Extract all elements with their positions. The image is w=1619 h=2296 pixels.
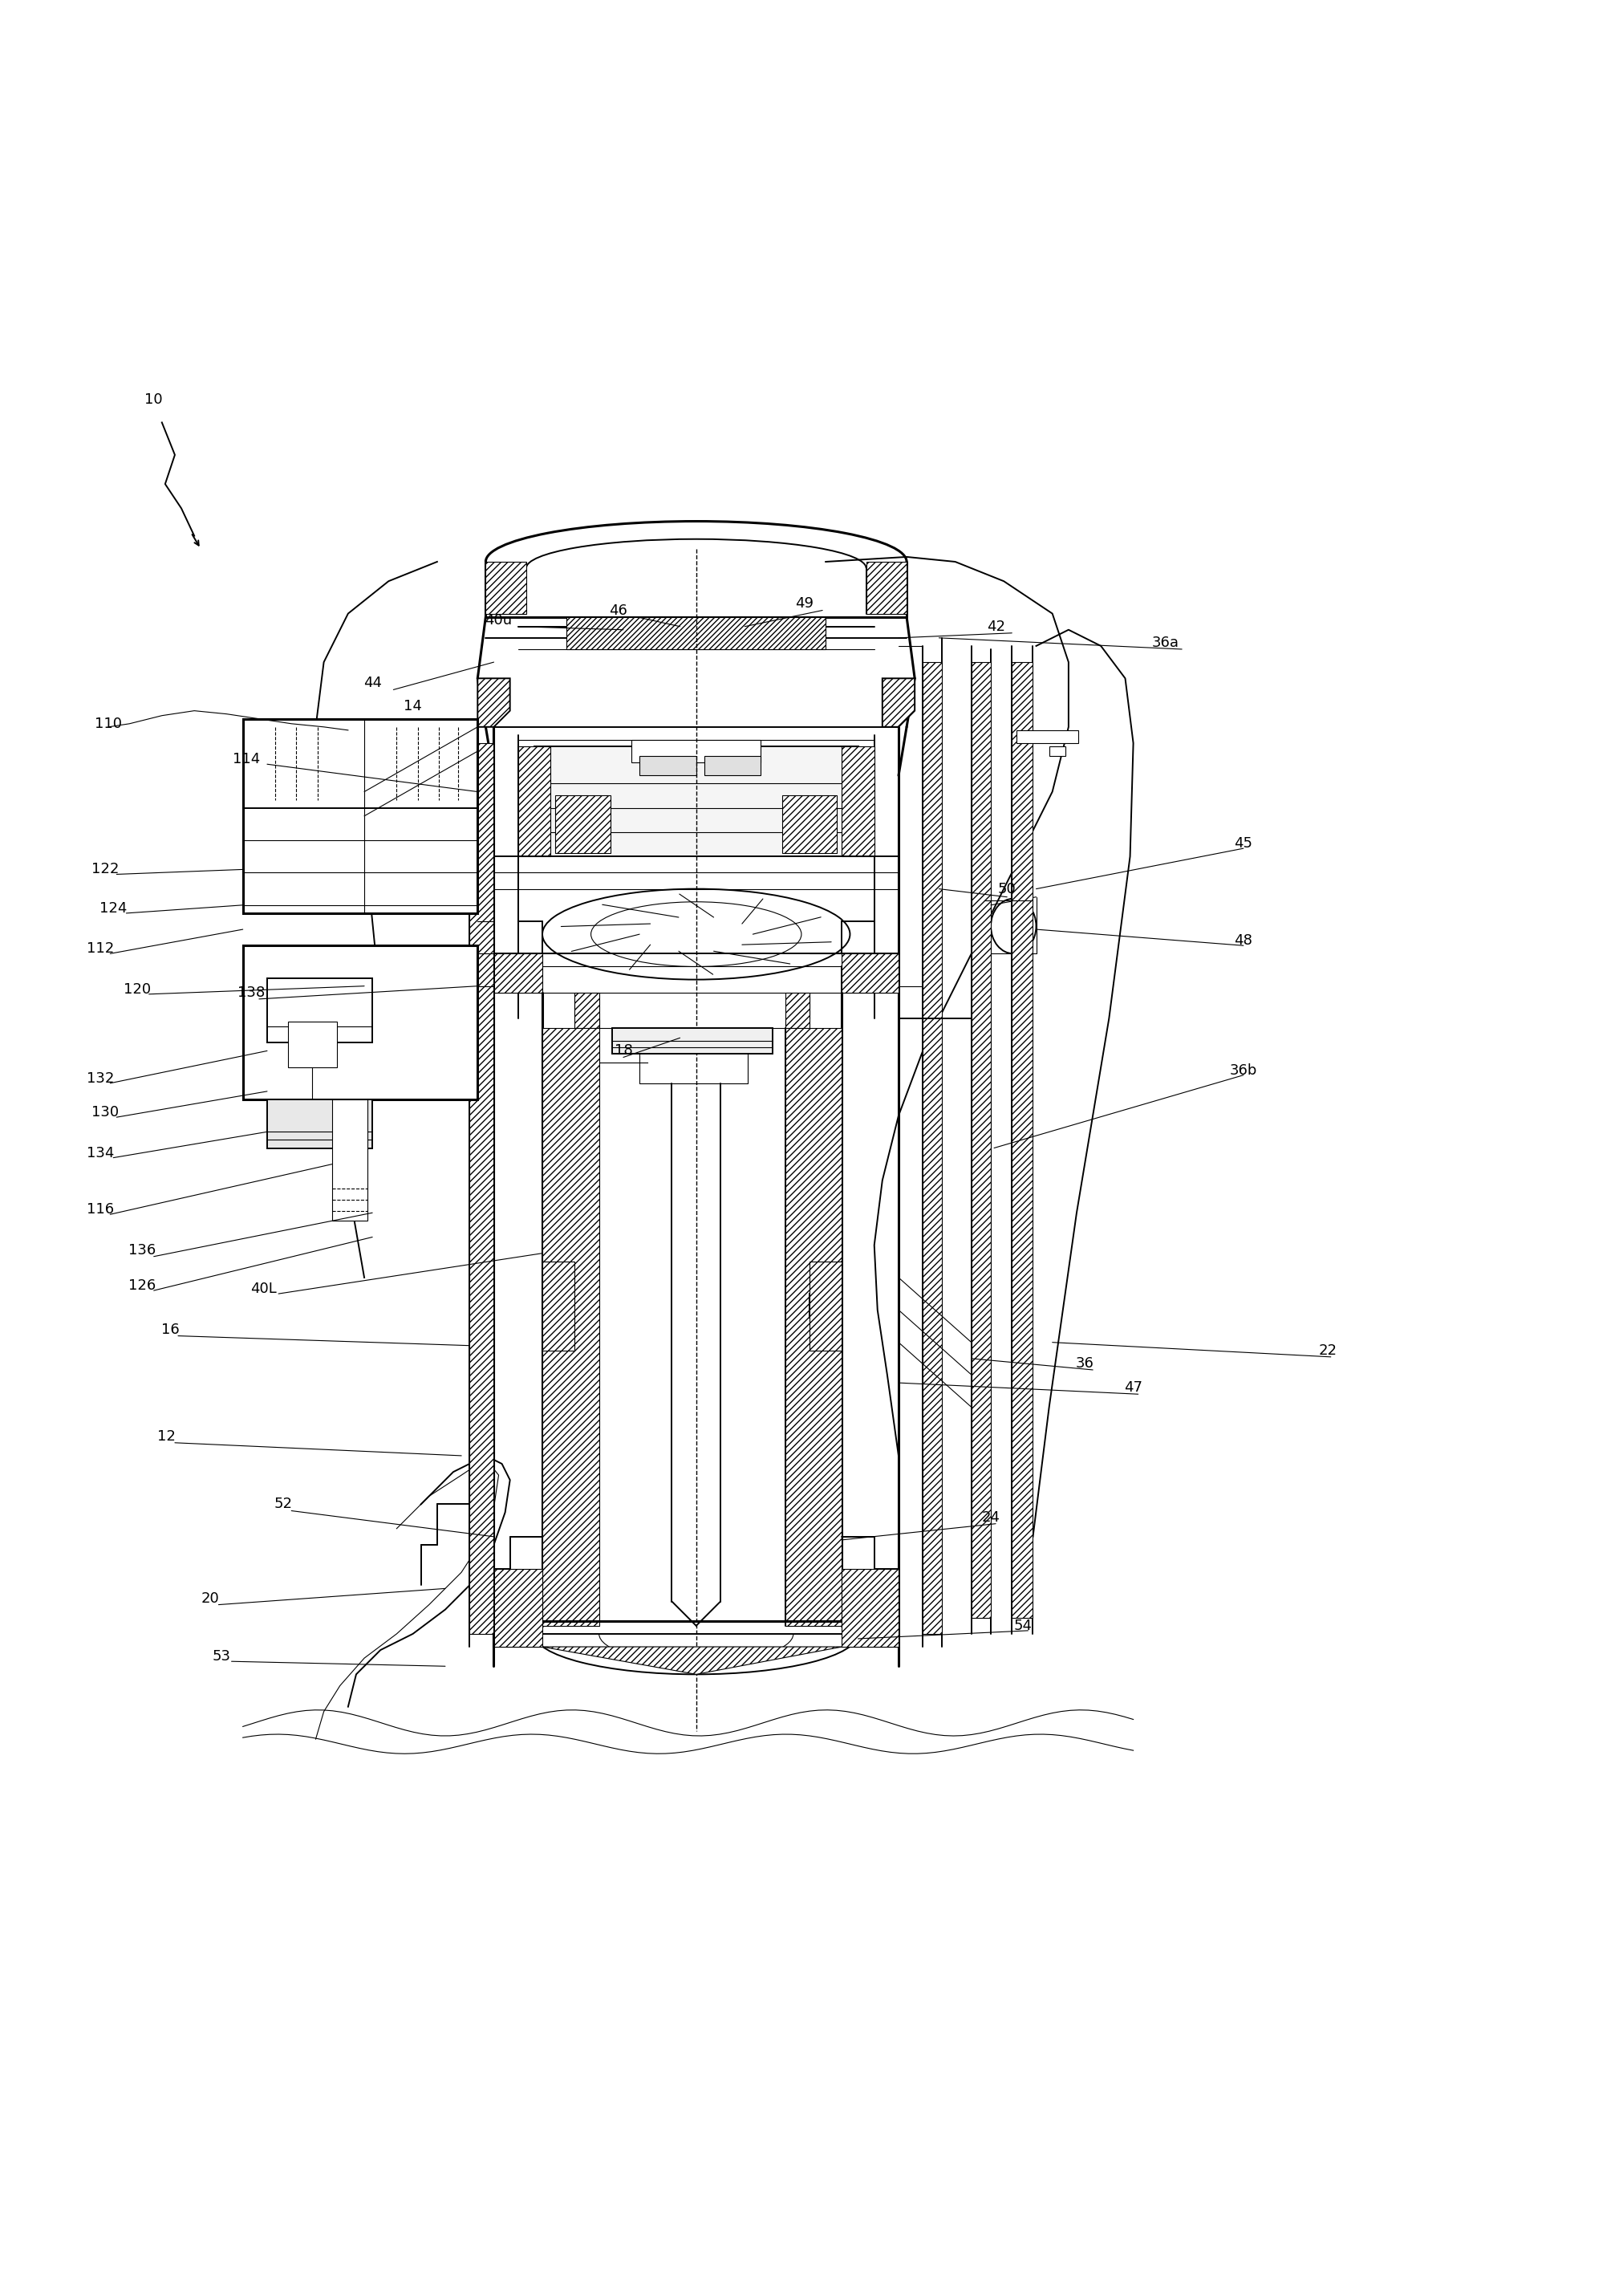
- Text: 24: 24: [981, 1511, 1001, 1525]
- Text: 16: 16: [160, 1322, 180, 1336]
- Text: 14: 14: [403, 698, 423, 714]
- Text: 40L: 40L: [251, 1281, 277, 1297]
- Bar: [332, 1100, 368, 1221]
- Bar: [1017, 730, 1078, 744]
- Text: 126: 126: [130, 1279, 155, 1293]
- Text: 42: 42: [986, 620, 1005, 634]
- Polygon shape: [782, 794, 837, 854]
- Polygon shape: [785, 1029, 842, 1626]
- Bar: [640, 755, 696, 776]
- Polygon shape: [494, 953, 542, 992]
- Polygon shape: [1012, 661, 1033, 1619]
- Text: 47: 47: [1124, 1380, 1143, 1396]
- Polygon shape: [842, 953, 899, 992]
- Polygon shape: [555, 794, 610, 854]
- Polygon shape: [478, 677, 510, 728]
- Text: 122: 122: [91, 863, 120, 877]
- Bar: [534, 746, 858, 856]
- Bar: [243, 946, 478, 1100]
- Polygon shape: [785, 992, 810, 1029]
- Text: 120: 120: [125, 983, 151, 996]
- Polygon shape: [470, 744, 494, 1635]
- Text: 20: 20: [201, 1591, 220, 1605]
- Polygon shape: [575, 992, 599, 1029]
- Polygon shape: [542, 1029, 599, 1626]
- Text: 136: 136: [130, 1242, 155, 1258]
- Text: 10: 10: [144, 393, 164, 406]
- Text: 110: 110: [96, 716, 121, 730]
- Polygon shape: [494, 1568, 542, 1646]
- Text: 50: 50: [997, 882, 1017, 895]
- Polygon shape: [866, 563, 907, 613]
- Text: 22: 22: [1318, 1343, 1337, 1357]
- Text: 18: 18: [614, 1045, 633, 1058]
- Text: 36: 36: [1075, 1357, 1094, 1371]
- Text: 116: 116: [87, 1203, 113, 1217]
- Polygon shape: [842, 1568, 899, 1646]
- Text: 124: 124: [99, 900, 128, 916]
- Text: 36a: 36a: [1153, 636, 1179, 650]
- Polygon shape: [810, 1261, 842, 1350]
- Text: 114: 114: [233, 753, 259, 767]
- Bar: [288, 1022, 337, 1068]
- Text: 48: 48: [1234, 934, 1253, 948]
- Text: 54: 54: [1013, 1619, 1033, 1632]
- Polygon shape: [882, 677, 915, 728]
- Polygon shape: [542, 1646, 842, 1674]
- Polygon shape: [842, 746, 874, 856]
- Text: 44: 44: [363, 675, 382, 691]
- Bar: [1049, 746, 1065, 755]
- Polygon shape: [567, 618, 826, 650]
- Bar: [631, 739, 761, 762]
- Text: 49: 49: [795, 597, 814, 611]
- Polygon shape: [518, 746, 550, 856]
- Polygon shape: [542, 1261, 575, 1350]
- Text: 53: 53: [212, 1649, 232, 1665]
- Text: 138: 138: [238, 985, 264, 999]
- Text: 46: 46: [609, 604, 628, 618]
- Text: 12: 12: [157, 1428, 176, 1444]
- Bar: [612, 1029, 772, 1054]
- Bar: [267, 978, 372, 1042]
- Polygon shape: [486, 563, 526, 613]
- Polygon shape: [923, 661, 942, 1635]
- Text: 134: 134: [86, 1146, 115, 1159]
- Polygon shape: [971, 661, 991, 1619]
- Bar: [243, 719, 478, 914]
- Text: 40u: 40u: [486, 613, 512, 627]
- Text: 36b: 36b: [1229, 1063, 1258, 1077]
- Text: 52: 52: [274, 1497, 293, 1511]
- Text: 45: 45: [1234, 836, 1253, 852]
- Text: 132: 132: [86, 1072, 115, 1086]
- Text: 112: 112: [87, 941, 113, 955]
- Bar: [267, 1100, 372, 1148]
- Bar: [704, 755, 761, 776]
- Text: 130: 130: [92, 1104, 118, 1120]
